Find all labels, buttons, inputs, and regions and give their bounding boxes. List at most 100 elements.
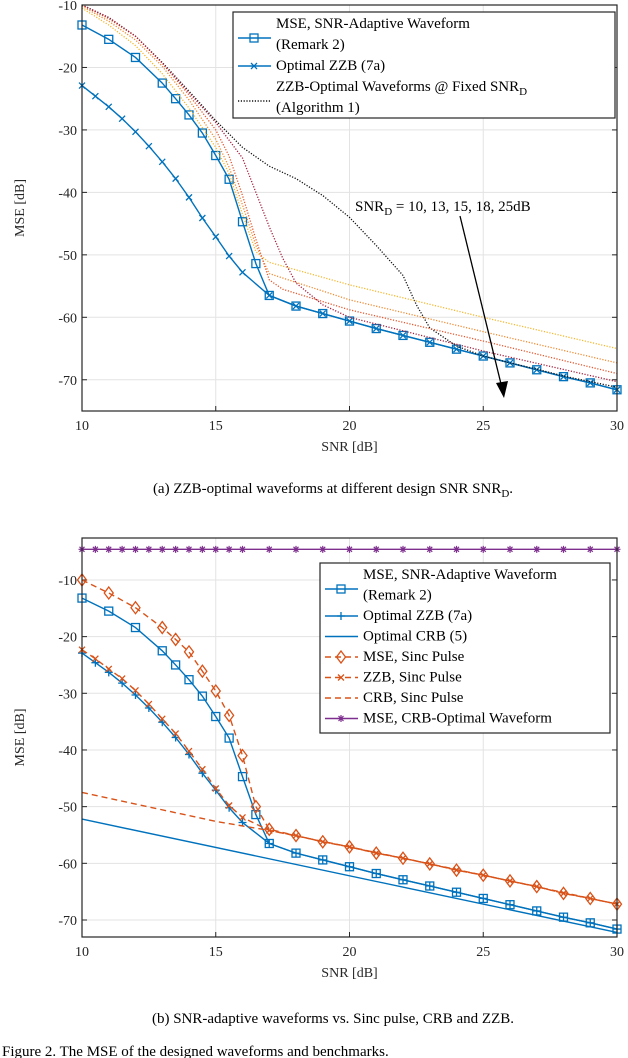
- plus-marker: [238, 818, 247, 827]
- legend-label: ZZB, Sinc Pulse: [363, 670, 462, 686]
- legend-label: MSE, CRB-Optimal Waveform: [363, 711, 552, 727]
- x-tick-label: 10: [75, 419, 89, 434]
- y-tick-label: -30: [58, 124, 77, 139]
- x-marker: [225, 252, 233, 260]
- x-marker: [319, 310, 327, 318]
- series-line: [81, 4, 618, 375]
- y-tick-label: -60: [58, 857, 77, 872]
- x-marker: [158, 158, 166, 166]
- x-tick-label: 25: [476, 945, 490, 960]
- x-axis-label: SNR [dB]: [321, 440, 377, 455]
- series-zzb-optimal-waveforms-fixed-snr: [81, 4, 618, 388]
- plus-marker: [292, 849, 300, 858]
- legend-box: [319, 562, 611, 734]
- star-marker: [292, 545, 300, 553]
- x-marker: [185, 747, 193, 755]
- series-optimal-zzb-7a-: [78, 82, 621, 394]
- square-marker: [211, 711, 221, 722]
- series-mse-crb-optimal-waveform: [78, 545, 621, 553]
- star-marker: [239, 545, 246, 553]
- series-snr-d-curve-4: [81, 5, 618, 364]
- diamond-marker: [317, 834, 329, 849]
- series-optimal-zzb-7a-: [78, 649, 621, 934]
- plus-marker: [118, 679, 127, 688]
- square-marker: [130, 622, 141, 633]
- legend: MSE, SNR-Adaptive Waveform (Remark 2) Opti…: [319, 562, 611, 734]
- x-marker: [198, 214, 206, 222]
- x-marker: [198, 765, 206, 773]
- diamond-marker: [558, 886, 569, 901]
- square-marker: [211, 150, 221, 161]
- x-marker: [212, 785, 220, 792]
- square-marker: [336, 584, 346, 594]
- diamond-marker: [210, 683, 222, 699]
- plus-marker: [479, 894, 488, 903]
- x-marker: [239, 813, 246, 821]
- star-marker: [372, 545, 380, 553]
- figure-caption: Figure 2. The MSE of the designed wavefo…: [2, 1044, 389, 1058]
- square-marker: [251, 258, 261, 269]
- y-axis-label: MSE [dB]: [13, 709, 28, 767]
- plus-marker: [372, 869, 381, 878]
- legend-label-line2: (Remark 2): [363, 588, 432, 604]
- diamond-marker: [344, 839, 355, 854]
- x-marker: [479, 871, 487, 879]
- square-marker: [104, 34, 114, 45]
- x-marker: [560, 373, 567, 381]
- y-tick-label: -50: [58, 801, 77, 816]
- star-marker: [105, 545, 113, 553]
- star-marker: [198, 545, 206, 553]
- star-marker: [533, 545, 541, 553]
- x-marker: [399, 854, 407, 862]
- x-marker: [292, 832, 300, 840]
- x-marker: [172, 730, 180, 737]
- y-tick-label: -40: [58, 744, 77, 759]
- diamond-marker: [370, 846, 382, 861]
- diamond-marker: [531, 879, 543, 894]
- star-marker: [225, 545, 233, 553]
- square-marker: [130, 52, 141, 63]
- star-marker: [265, 545, 273, 553]
- legend-label: Optimal CRB (5): [363, 629, 467, 645]
- series-line: [81, 4, 618, 388]
- series-snr-d-curve-6: [81, 4, 618, 383]
- x-marker: [426, 338, 434, 346]
- snr-d-annotation: SNRD = 10, 13, 15, 18, 25dB: [355, 199, 531, 218]
- plus-marker: [91, 658, 100, 667]
- x-tick-label: 30: [610, 419, 624, 434]
- plus-marker: [506, 900, 514, 909]
- star-marker: [132, 545, 139, 553]
- x-tick-label: 20: [343, 945, 357, 960]
- diamond-marker: [156, 620, 168, 635]
- square-marker: [249, 33, 259, 43]
- square-marker: [170, 94, 181, 104]
- square-marker: [157, 78, 167, 88]
- y-tick-label: -70: [58, 914, 77, 929]
- series-line: [81, 818, 618, 934]
- diamond-marker: [263, 822, 275, 837]
- x-marker: [118, 675, 126, 683]
- star-marker: [506, 545, 514, 553]
- x-marker: [506, 877, 514, 885]
- legend-label: MSE, SNR-Adaptive Waveform: [363, 567, 557, 583]
- y-tick-label: -40: [58, 186, 77, 201]
- square-marker: [224, 174, 234, 184]
- legend-label: MSE, SNR-Adaptive Waveform: [276, 16, 470, 32]
- star-marker: [453, 545, 460, 553]
- star-marker: [185, 545, 193, 553]
- diamond-marker: [290, 828, 302, 843]
- series-line: [81, 4, 618, 383]
- y-tick-label: -10: [58, 0, 77, 14]
- legend-box: [232, 11, 616, 119]
- x-marker: [265, 291, 273, 299]
- y-axis-label: MSE [dB]: [13, 179, 28, 237]
- x-marker: [118, 115, 126, 123]
- star-marker: [346, 545, 353, 553]
- x-marker: [185, 193, 193, 201]
- chart-b: 10 15 20 25 30 -10 -20 -30 -40 -50 -60 -70 SNR [dB] M…: [13, 537, 624, 981]
- series-snr-d-curve-5: [81, 4, 618, 375]
- square-marker: [237, 771, 248, 782]
- square-marker: [184, 110, 194, 120]
- y-tick-label: -30: [58, 687, 77, 702]
- x-marker: [158, 715, 166, 723]
